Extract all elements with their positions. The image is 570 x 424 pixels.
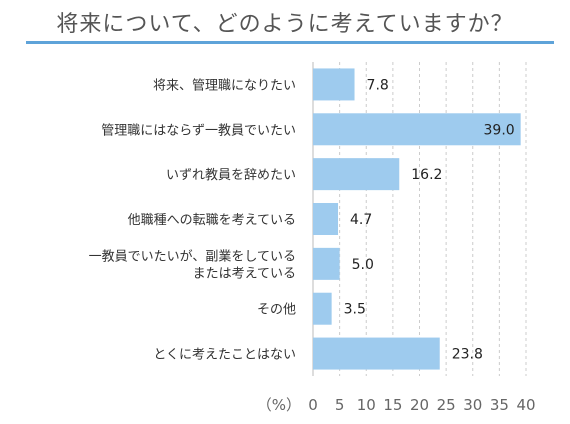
data-label: 39.0: [484, 122, 515, 138]
bar: [313, 337, 440, 370]
data-label: 7.8: [367, 77, 389, 93]
x-tick-label: 15: [383, 396, 402, 414]
category-label: とくに考えたことはない: [153, 348, 296, 363]
category-label: 他職種への転職を考えている: [128, 212, 296, 228]
x-tick-label: 5: [335, 396, 345, 414]
category-label: 管理職にはならず一教員でいたい: [101, 122, 296, 138]
label-layer: 将来、管理職になりたい 7.8 管理職にはならず一教員でいたい 39.0 いずれ教員を辞…: [89, 77, 515, 362]
data-label: 23.8: [452, 347, 483, 363]
category-label: いずれ教員を辞めたい: [166, 167, 296, 183]
category-label: その他: [257, 303, 296, 318]
data-label: 4.7: [350, 212, 372, 228]
x-tick-label: 20: [410, 396, 429, 414]
grid-layer: [312, 62, 527, 376]
bar: [313, 203, 339, 235]
x-tick-label: 10: [357, 396, 376, 414]
category-label: または考えている: [193, 266, 296, 281]
chart-title: 将来について、どのように考えていますか？: [56, 12, 514, 37]
bar: [313, 113, 521, 146]
unit-label: （%）: [257, 396, 301, 414]
bar: [313, 68, 355, 101]
category-label: 将来、管理職になりたい: [153, 78, 296, 93]
bar: [313, 158, 400, 191]
bar: [313, 247, 340, 280]
x-tick-label: 40: [516, 396, 535, 414]
data-label: 5.0: [352, 257, 374, 273]
bar: [313, 292, 332, 325]
x-tick-label: 35: [490, 396, 509, 414]
data-label: 16.2: [411, 167, 442, 183]
x-tick-label: 0: [308, 396, 318, 414]
category-label: 一教員でいたいが、副業をしている: [89, 248, 296, 264]
tick-layer: 0 5 10 15 20 25 30 35 40 （%）: [257, 396, 536, 414]
data-label: 3.5: [344, 302, 366, 318]
bar-layer: [313, 68, 521, 370]
title-underline: [26, 41, 554, 44]
x-tick-label: 25: [437, 396, 456, 414]
x-tick-label: 30: [463, 396, 482, 414]
